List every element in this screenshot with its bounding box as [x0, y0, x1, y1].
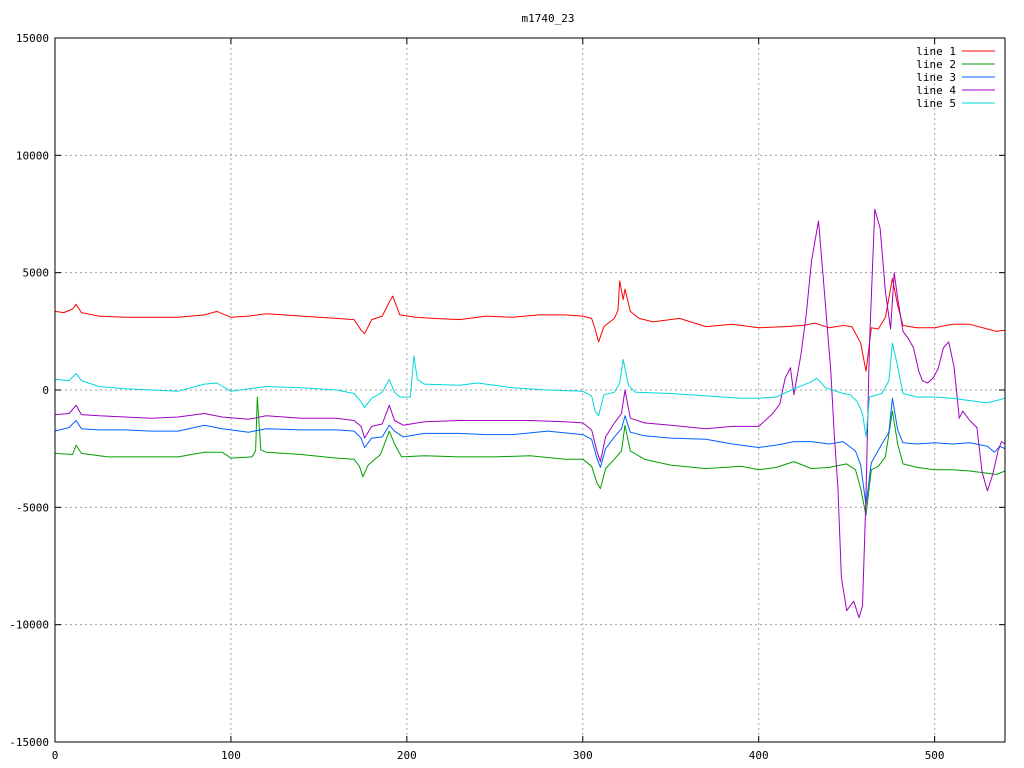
series-line-1	[54, 278, 1006, 372]
y-tick-label: 0	[42, 384, 49, 397]
legend-label-4: line 4	[916, 84, 956, 97]
legend-label-2: line 2	[916, 58, 956, 71]
grid	[55, 38, 1005, 742]
legend-label-1: line 1	[916, 45, 956, 58]
series-group	[54, 208, 1006, 619]
axis-ticks: 0 100 200 300 400 500 -15000 -10000 -5000 0 5000 10…	[9, 32, 1005, 762]
x-tick-label: 300	[573, 749, 593, 762]
series-line-2	[54, 396, 1006, 516]
series-line-5	[54, 342, 1006, 438]
y-tick-label: 10000	[16, 149, 49, 162]
series-line-4	[54, 208, 1006, 619]
x-tick-label: 500	[925, 749, 945, 762]
x-tick-label: 400	[749, 749, 769, 762]
x-tick-label: 100	[221, 749, 241, 762]
x-tick-label: 0	[52, 749, 59, 762]
y-tick-label: -15000	[9, 736, 49, 749]
chart-title: m1740_23	[522, 12, 575, 25]
y-tick-label: -10000	[9, 619, 49, 632]
y-tick-label: -5000	[16, 501, 49, 514]
legend-label-5: line 5	[916, 97, 956, 110]
x-tick-label: 200	[397, 749, 417, 762]
y-tick-label: 5000	[23, 267, 50, 280]
legend-label-3: line 3	[916, 71, 956, 84]
series-line-3	[54, 397, 1006, 506]
y-tick-label: 15000	[16, 32, 49, 45]
